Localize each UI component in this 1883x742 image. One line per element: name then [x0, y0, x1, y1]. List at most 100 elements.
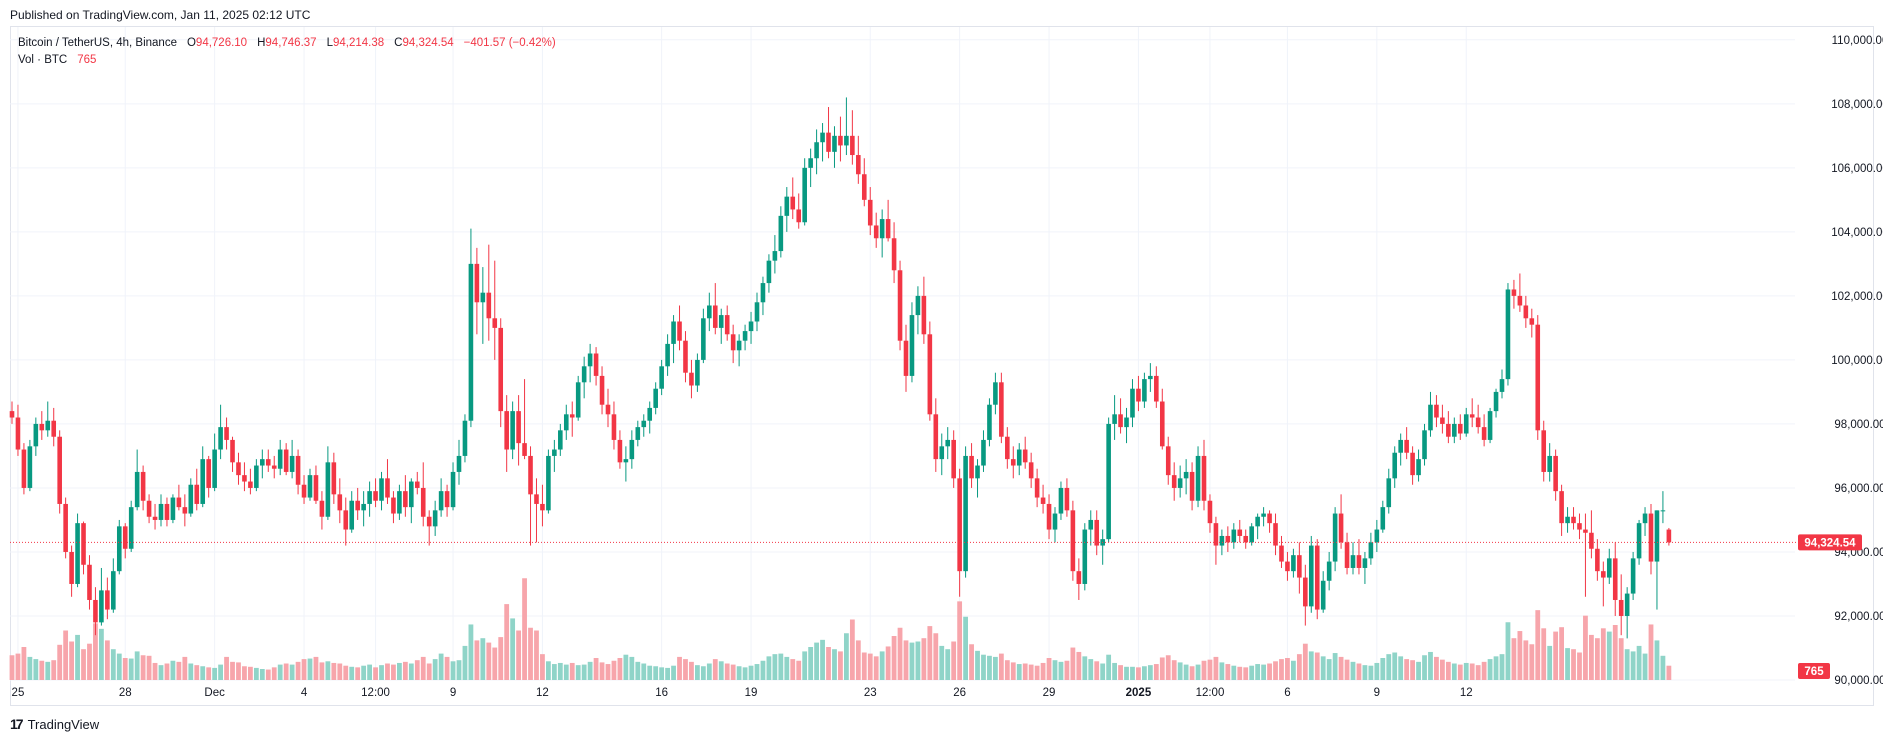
- candle-body[interactable]: [1130, 388, 1135, 418]
- candle-body[interactable]: [1034, 478, 1040, 498]
- candle-body[interactable]: [1332, 513, 1338, 562]
- candle-body[interactable]: [1529, 318, 1535, 325]
- candle-body[interactable]: [1005, 436, 1010, 460]
- candle-body[interactable]: [1267, 513, 1272, 524]
- candle-body[interactable]: [1493, 391, 1499, 412]
- candle-body[interactable]: [891, 238, 897, 271]
- candle-body[interactable]: [1404, 439, 1409, 453]
- candle-body[interactable]: [969, 455, 974, 479]
- candle-body[interactable]: [1428, 404, 1433, 431]
- candle-body[interactable]: [784, 196, 790, 216]
- candle-body[interactable]: [164, 503, 170, 520]
- candle-body[interactable]: [1475, 417, 1481, 428]
- candle-body[interactable]: [414, 481, 420, 488]
- candle-body[interactable]: [1505, 289, 1511, 380]
- candle-body[interactable]: [182, 507, 188, 514]
- candle-body[interactable]: [450, 471, 456, 508]
- tradingview-logo[interactable]: 17 TradingView: [10, 716, 99, 732]
- candle-body[interactable]: [1499, 379, 1505, 392]
- candle-body[interactable]: [140, 471, 146, 501]
- candle-body[interactable]: [1398, 439, 1403, 453]
- candle-body[interactable]: [45, 420, 51, 431]
- candle-body[interactable]: [331, 462, 337, 495]
- candle-body[interactable]: [271, 465, 277, 469]
- candle-body[interactable]: [188, 484, 194, 514]
- candle-body[interactable]: [1469, 414, 1475, 418]
- candle-body[interactable]: [39, 423, 45, 431]
- candle-body[interactable]: [474, 263, 480, 303]
- candle-body[interactable]: [75, 523, 80, 584]
- candle-body[interactable]: [122, 526, 128, 549]
- candle-body[interactable]: [1148, 375, 1153, 380]
- candle-body[interactable]: [1243, 535, 1249, 543]
- candle-body[interactable]: [1219, 535, 1225, 546]
- candle-body[interactable]: [1291, 555, 1296, 572]
- candle-body[interactable]: [307, 475, 313, 498]
- candle-body[interactable]: [134, 471, 140, 508]
- candle-body[interactable]: [379, 478, 384, 501]
- candle-body[interactable]: [1064, 487, 1070, 511]
- candle-body[interactable]: [915, 295, 921, 316]
- candle-body[interactable]: [629, 439, 635, 460]
- candle-body[interactable]: [903, 340, 909, 376]
- candle-body[interactable]: [1386, 478, 1392, 508]
- candle-body[interactable]: [1070, 510, 1076, 572]
- candle-body[interactable]: [1314, 545, 1320, 610]
- candle-body[interactable]: [635, 427, 641, 440]
- candle-body[interactable]: [707, 305, 712, 319]
- candle-body[interactable]: [933, 414, 939, 460]
- candle-body[interactable]: [927, 334, 933, 415]
- candle-body[interactable]: [879, 219, 885, 239]
- candle-body[interactable]: [671, 321, 676, 344]
- candle-body[interactable]: [605, 404, 611, 415]
- candle-body[interactable]: [945, 439, 951, 447]
- candle-body[interactable]: [540, 503, 545, 511]
- candle-body[interactable]: [695, 359, 700, 386]
- candle-body[interactable]: [683, 340, 688, 373]
- candle-body[interactable]: [1654, 510, 1660, 562]
- candle-body[interactable]: [1273, 523, 1278, 546]
- candle-body[interactable]: [730, 334, 736, 351]
- candle-body[interactable]: [349, 500, 355, 530]
- candle-body[interactable]: [993, 382, 998, 405]
- candle-body[interactable]: [909, 315, 915, 376]
- candle-body[interactable]: [1165, 446, 1171, 476]
- candle-body[interactable]: [468, 263, 474, 421]
- candle-body[interactable]: [15, 417, 21, 450]
- candle-body[interactable]: [981, 439, 986, 466]
- candle-body[interactable]: [1297, 555, 1302, 578]
- candle-body[interactable]: [1571, 516, 1576, 524]
- candle-body[interactable]: [534, 494, 539, 504]
- candle-body[interactable]: [254, 465, 259, 488]
- candle-body[interactable]: [1392, 452, 1398, 479]
- candle-body[interactable]: [1583, 529, 1588, 533]
- candle-body[interactable]: [1046, 503, 1052, 530]
- volume-label[interactable]: Vol · BTC: [18, 54, 68, 66]
- candle-body[interactable]: [975, 465, 980, 479]
- candle-body[interactable]: [1350, 555, 1356, 568]
- candle-body[interactable]: [1183, 471, 1189, 479]
- candle-body[interactable]: [522, 443, 527, 456]
- candle-body[interactable]: [611, 414, 617, 440]
- candle-body[interactable]: [546, 455, 551, 511]
- candle-body[interactable]: [69, 551, 74, 584]
- candle-body[interactable]: [1511, 289, 1517, 296]
- candle-body[interactable]: [355, 500, 360, 511]
- candle-body[interactable]: [957, 478, 962, 572]
- candle-body[interactable]: [57, 436, 62, 504]
- candle-body[interactable]: [1618, 599, 1624, 616]
- candle-body[interactable]: [1154, 375, 1159, 402]
- candle-body[interactable]: [1440, 417, 1445, 424]
- candle-body[interactable]: [1666, 529, 1672, 543]
- candle-body[interactable]: [319, 500, 325, 517]
- candle-body[interactable]: [1124, 417, 1129, 428]
- candle-body[interactable]: [325, 462, 331, 517]
- candle-body[interactable]: [1606, 558, 1612, 578]
- candle-body[interactable]: [51, 420, 57, 437]
- candle-body[interactable]: [1326, 561, 1332, 581]
- candle-body[interactable]: [623, 459, 629, 463]
- symbol-name[interactable]: Bitcoin / TetherUS, 4h, Binance: [18, 37, 177, 49]
- candle-body[interactable]: [748, 321, 754, 332]
- candle-body[interactable]: [778, 215, 784, 252]
- candle-body[interactable]: [1368, 542, 1374, 559]
